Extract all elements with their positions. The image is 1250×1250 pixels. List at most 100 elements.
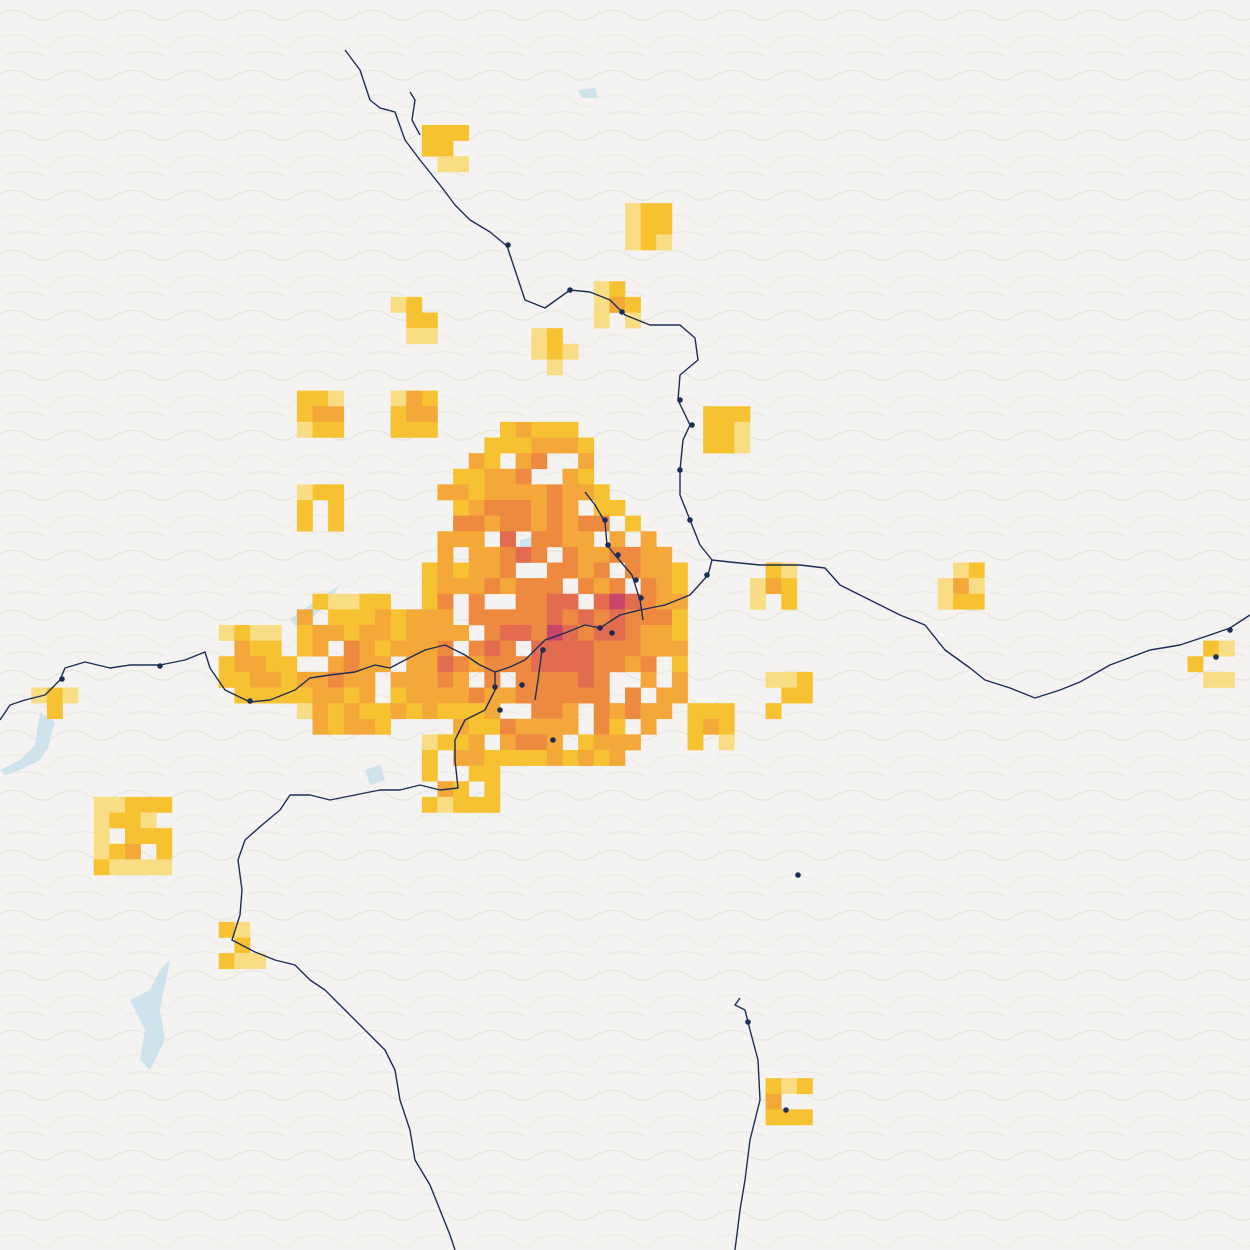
density-cell	[765, 1093, 782, 1110]
density-cell	[531, 453, 548, 470]
density-cell	[781, 687, 798, 704]
density-cell	[531, 546, 548, 563]
density-cell	[468, 515, 485, 532]
rail-route-line[interactable]	[409, 91, 421, 136]
rail-route-line[interactable]	[584, 491, 644, 621]
station-marker[interactable]	[157, 663, 163, 669]
density-cell	[234, 953, 251, 970]
station-marker[interactable]	[492, 684, 498, 690]
station-marker[interactable]	[638, 595, 644, 601]
density-cell	[421, 421, 438, 438]
density-cell	[609, 578, 626, 595]
density-cell	[562, 546, 579, 563]
density-cell	[593, 515, 610, 532]
density-cell	[484, 578, 501, 595]
density-cell	[359, 625, 376, 641]
density-cell	[62, 687, 79, 704]
rail-route-line[interactable]	[734, 997, 761, 1250]
density-cell	[578, 515, 595, 532]
rail-route-line[interactable]	[711, 559, 1250, 699]
density-cell	[468, 562, 485, 579]
density-cell	[93, 843, 110, 860]
density-cell	[453, 625, 470, 641]
density-cell	[765, 671, 782, 688]
density-cell	[140, 812, 157, 829]
rail-route-line[interactable]	[0, 49, 713, 721]
density-cell	[656, 218, 673, 235]
density-cell	[625, 515, 641, 532]
density-cell	[781, 593, 798, 610]
density-cell	[234, 656, 251, 673]
station-marker[interactable]	[540, 647, 546, 653]
density-cell	[437, 687, 454, 704]
station-marker[interactable]	[550, 737, 556, 743]
rail-route-line[interactable]	[231, 672, 496, 1250]
density-cell	[421, 406, 438, 423]
density-cell	[46, 687, 63, 704]
density-cell	[484, 671, 501, 688]
density-cell	[562, 718, 579, 735]
station-marker[interactable]	[689, 422, 695, 428]
density-cell	[484, 609, 501, 626]
rail-routes-layer	[0, 49, 1250, 1250]
density-cell	[343, 703, 360, 720]
station-marker[interactable]	[505, 242, 511, 248]
density-cell	[484, 625, 501, 641]
density-cell	[453, 781, 470, 798]
density-cell	[343, 593, 360, 610]
density-cell	[437, 562, 454, 579]
station-marker[interactable]	[633, 577, 639, 583]
station-marker[interactable]	[783, 1107, 789, 1113]
density-cell	[625, 296, 641, 313]
density-cell	[296, 406, 313, 423]
density-cell	[140, 796, 157, 813]
station-marker[interactable]	[615, 552, 621, 558]
density-cell	[562, 562, 579, 579]
station-marker[interactable]	[567, 287, 573, 293]
station-marker[interactable]	[677, 467, 683, 473]
station-marker[interactable]	[677, 397, 683, 403]
station-marker[interactable]	[1227, 627, 1233, 633]
density-cell	[1218, 671, 1235, 688]
density-cell	[406, 312, 423, 329]
density-cell	[453, 796, 470, 813]
station-marker[interactable]	[497, 707, 503, 713]
density-cell	[546, 671, 563, 688]
station-marker[interactable]	[247, 698, 253, 704]
density-cell	[531, 437, 548, 454]
density-cell	[640, 640, 657, 657]
station-marker[interactable]	[704, 572, 710, 578]
station-marker[interactable]	[1213, 654, 1219, 660]
density-cell	[640, 546, 657, 563]
density-cell	[578, 750, 595, 766]
station-marker[interactable]	[795, 872, 801, 878]
density-cell	[515, 656, 532, 673]
station-marker[interactable]	[59, 676, 65, 682]
density-cell	[375, 625, 391, 641]
station-marker[interactable]	[605, 542, 611, 548]
station-marker[interactable]	[519, 682, 525, 688]
density-cell	[312, 671, 329, 688]
station-marker[interactable]	[602, 517, 608, 523]
density-cell	[437, 671, 454, 688]
density-cell	[578, 437, 595, 454]
density-cell	[609, 500, 626, 516]
station-marker[interactable]	[597, 625, 603, 631]
station-marker[interactable]	[745, 1019, 751, 1025]
density-cell	[93, 859, 110, 876]
density-cell	[453, 671, 470, 688]
density-cell	[640, 671, 657, 688]
rail-route-line[interactable]	[534, 649, 543, 701]
density-cell	[734, 406, 751, 423]
density-cell	[781, 1078, 798, 1095]
density-cell	[406, 609, 423, 626]
station-marker[interactable]	[609, 630, 615, 636]
density-cell	[296, 500, 313, 516]
density-cell	[390, 406, 407, 423]
density-cell	[468, 703, 485, 720]
density-cell	[546, 687, 563, 704]
station-marker[interactable]	[687, 517, 693, 523]
station-marker[interactable]	[619, 309, 625, 315]
